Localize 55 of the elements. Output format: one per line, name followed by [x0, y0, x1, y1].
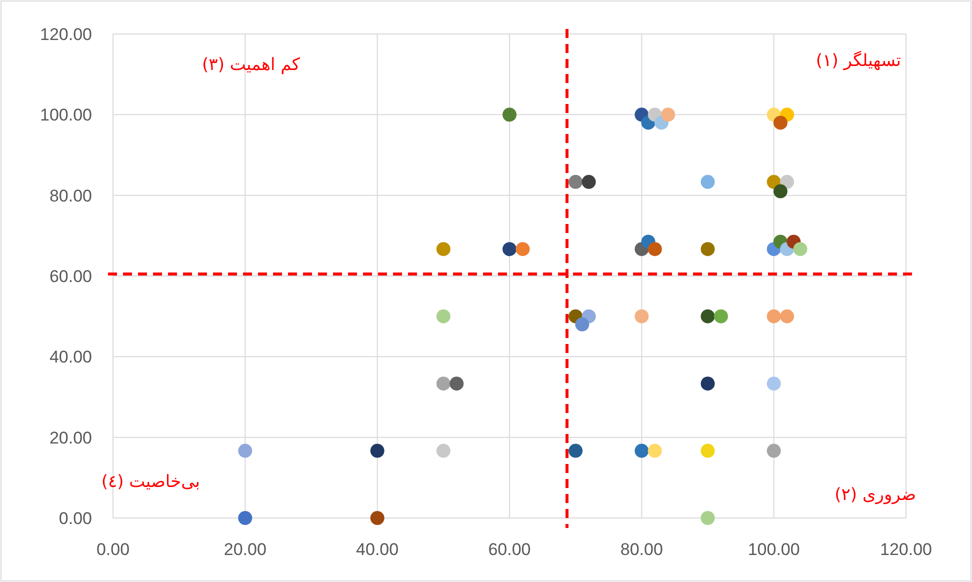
- x-tick-label: 80.00: [620, 540, 663, 559]
- point: [516, 242, 530, 256]
- point: [661, 108, 676, 122]
- point: [766, 309, 781, 324]
- annotation: کم اهمیت (۳): [202, 55, 301, 75]
- annotation: بی‌خاصیت (٤): [101, 472, 200, 492]
- point: [714, 309, 728, 324]
- point: [568, 444, 583, 458]
- point: [370, 511, 384, 525]
- point: [634, 309, 649, 324]
- point: [502, 242, 516, 256]
- point: [780, 174, 794, 189]
- point: [648, 242, 662, 256]
- point: [700, 376, 715, 391]
- point: [450, 376, 464, 391]
- point: [766, 174, 781, 189]
- point: [370, 444, 384, 458]
- y-tick-label: 40.00: [49, 348, 92, 367]
- point: [436, 376, 450, 391]
- annotation: تسهیلگر (۱): [816, 50, 902, 71]
- point: [780, 309, 794, 324]
- point: [700, 511, 715, 525]
- y-tick-label: 80.00: [49, 186, 92, 206]
- x-tick-label: 120.00: [880, 540, 932, 559]
- point: [238, 444, 252, 458]
- y-tick-label: 100.00: [40, 106, 92, 125]
- x-tick-label: 100.00: [748, 540, 800, 559]
- point: [700, 174, 715, 189]
- point: [436, 309, 450, 324]
- point: [575, 317, 590, 332]
- point: [766, 376, 781, 391]
- point: [582, 174, 596, 189]
- point: [773, 184, 788, 198]
- point: [238, 511, 252, 525]
- point: [700, 444, 715, 458]
- point: [648, 444, 662, 458]
- point: [436, 242, 450, 256]
- point: [700, 309, 715, 324]
- point: [436, 444, 450, 458]
- point: [793, 242, 808, 256]
- point: [700, 242, 715, 256]
- x-tick-label: 20.00: [224, 540, 266, 559]
- y-tick-label: 120.00: [40, 25, 92, 44]
- annotation: ضروری (۲): [834, 485, 916, 505]
- point: [502, 108, 516, 122]
- y-tick-label: 0.00: [58, 509, 92, 528]
- x-tick-label: 40.00: [356, 540, 399, 559]
- point: [773, 116, 788, 130]
- y-tick-label: 60.00: [49, 267, 92, 286]
- y-tick-label: 20.00: [49, 428, 92, 448]
- point: [766, 444, 781, 458]
- point: [634, 444, 649, 458]
- x-tick-label: 60.00: [488, 540, 531, 559]
- point: [568, 174, 583, 189]
- x-tick-label: 0.00: [96, 540, 130, 559]
